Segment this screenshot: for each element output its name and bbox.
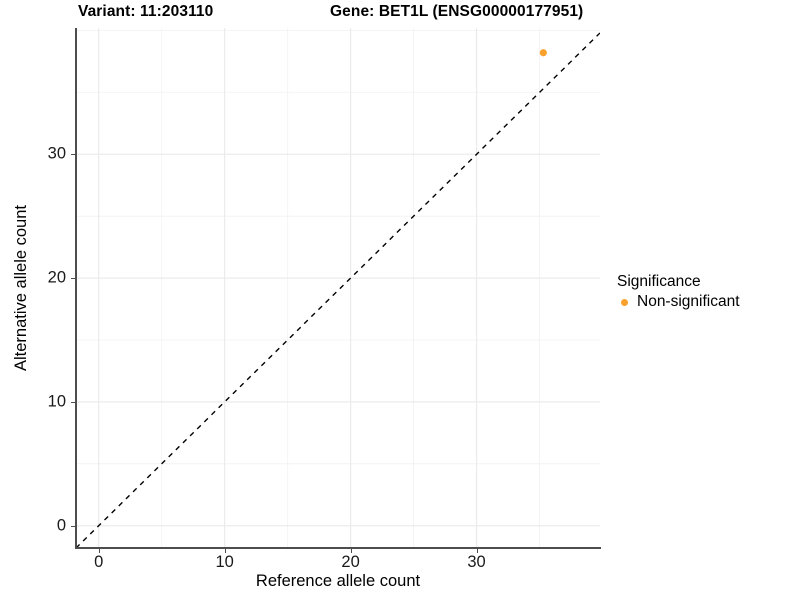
x-axis-line bbox=[75, 547, 601, 549]
x-tick-label: 0 bbox=[94, 553, 104, 571]
data-point[interactable] bbox=[539, 49, 547, 57]
legend-item[interactable]: Non-significant bbox=[617, 293, 740, 311]
legend-item-label: Non-significant bbox=[637, 293, 740, 310]
y-axis-line bbox=[75, 28, 77, 549]
x-tick-mark bbox=[98, 549, 100, 553]
x-tick-label: 10 bbox=[215, 553, 234, 571]
gene-title: Gene: BET1L (ENSG00000177951) bbox=[330, 3, 584, 20]
y-tick-label: 20 bbox=[47, 268, 66, 287]
y-tick-mark bbox=[71, 525, 75, 527]
diagonal-reference-line bbox=[76, 32, 600, 548]
y-tick-mark bbox=[71, 401, 75, 403]
x-tick-mark bbox=[350, 549, 352, 553]
legend-title: Significance bbox=[617, 273, 701, 290]
y-tick-label: 30 bbox=[47, 144, 66, 163]
y-axis-title: Alternative allele count bbox=[12, 205, 30, 372]
legend-swatch-icon bbox=[617, 294, 634, 311]
y-tick-label: 0 bbox=[56, 516, 66, 535]
chart-title-row: Variant: 11:203110 Gene: BET1L (ENSG0000… bbox=[0, 3, 800, 25]
x-tick-mark bbox=[476, 549, 478, 553]
x-tick-mark bbox=[224, 549, 226, 553]
x-tick-label: 30 bbox=[467, 553, 486, 571]
plot-panel bbox=[76, 28, 600, 548]
legend-items: Non-significant bbox=[617, 293, 740, 311]
x-axis-title: Reference allele count bbox=[255, 572, 421, 590]
y-tick-mark bbox=[71, 278, 75, 280]
x-tick-label: 20 bbox=[341, 553, 360, 571]
y-tick-label: 10 bbox=[47, 392, 66, 411]
y-tick-mark bbox=[71, 154, 75, 156]
variant-title: Variant: 11:203110 bbox=[78, 3, 214, 20]
scatter-plot-svg bbox=[76, 28, 600, 548]
legend: Significance Non-significant bbox=[617, 272, 740, 311]
